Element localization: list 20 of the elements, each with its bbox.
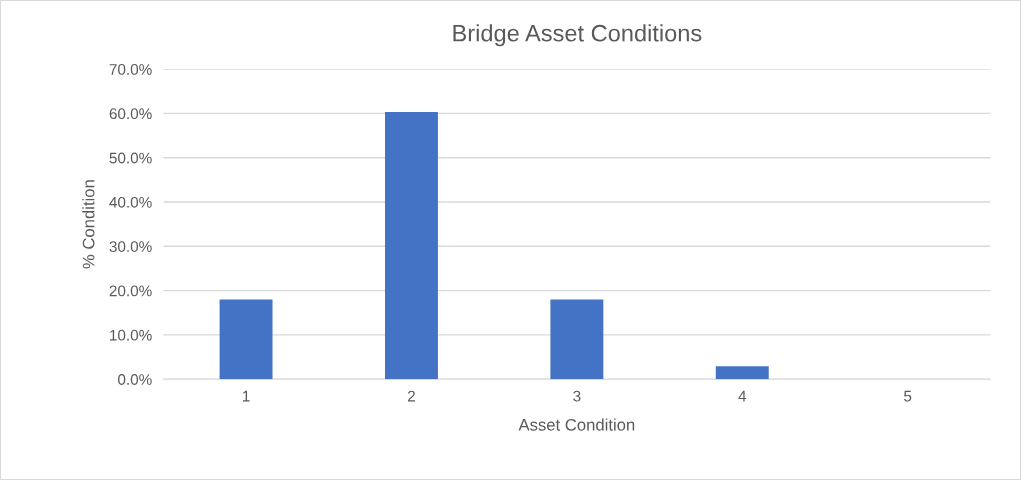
y-tick-label: 50.0% [109,152,152,164]
x-tick-label: 5 [904,390,912,402]
x-tick-label: 1 [242,390,250,402]
y-axis-title: % Condition [82,180,95,269]
y-tick-label: 60.0% [109,108,152,120]
bar [385,112,438,380]
y-tick-label: 40.0% [109,196,152,208]
bar [219,299,273,380]
x-tick-label: 2 [407,390,415,402]
y-tick-label: 0.0% [118,374,152,385]
y-tick-label: 70.0% [109,63,152,75]
x-axis-title: Asset Condition [518,418,635,431]
chart-title: Bridge Asset Conditions [453,24,702,47]
y-tick-label: 20.0% [109,285,152,297]
bar [715,366,769,380]
x-tick-label: 3 [573,390,581,402]
y-tick-label: 10.0% [110,329,152,341]
y-tick-label: 30.0% [109,241,152,252]
x-tick-label: 4 [738,390,747,402]
bar [550,299,604,380]
